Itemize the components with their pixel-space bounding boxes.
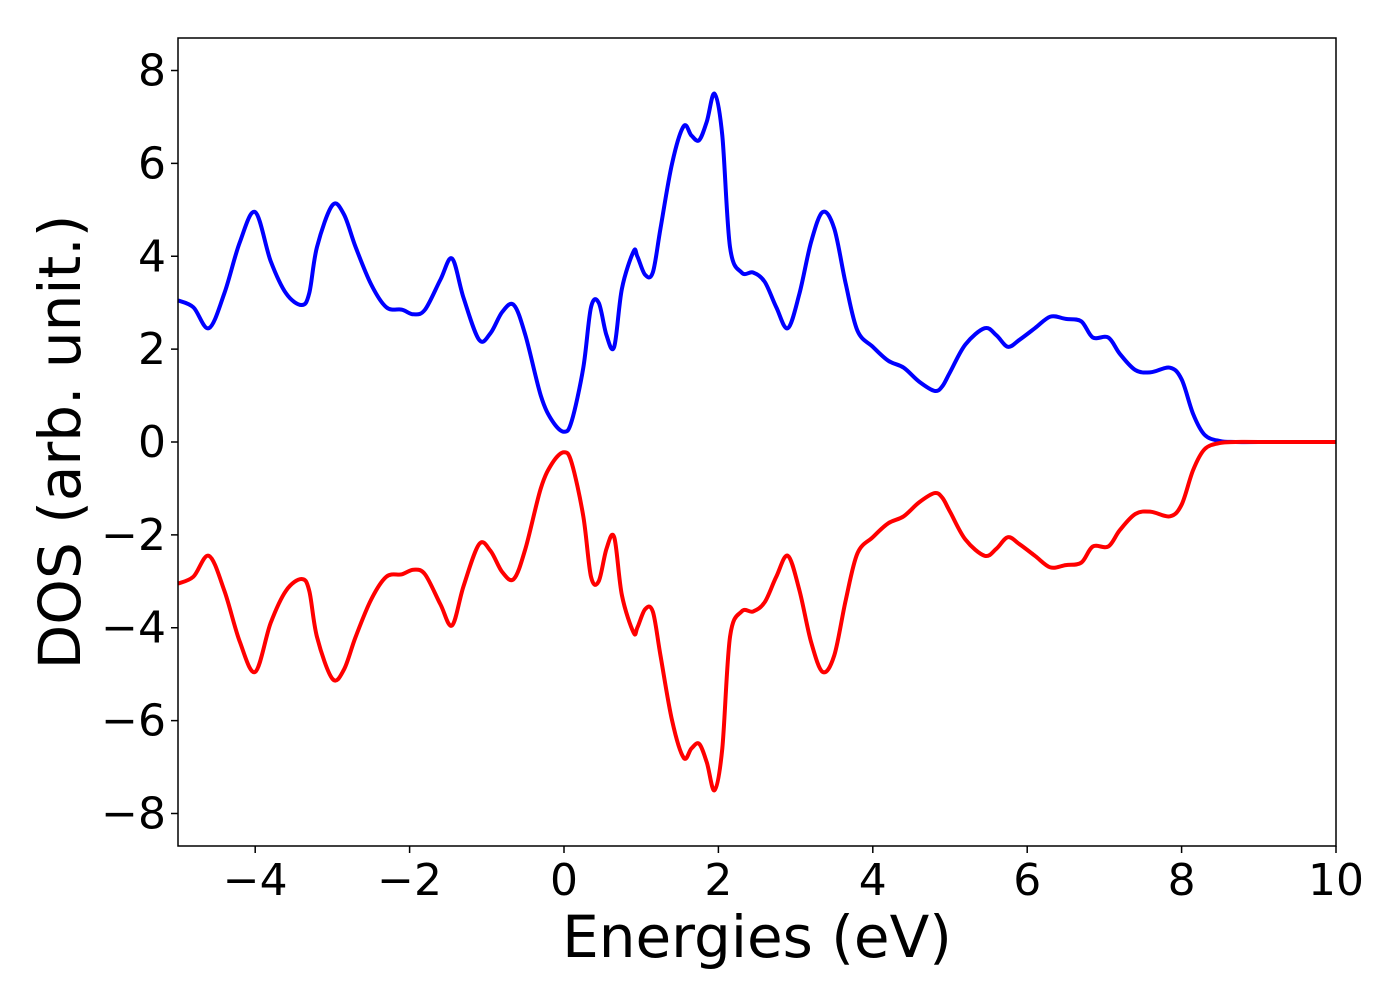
series-line-1 [177,91,1336,445]
x-tick-label: 0 [550,855,578,906]
y-tick-label: 0 [138,417,166,468]
y-tick-label: 4 [138,231,166,282]
y-tick-label: −4 [101,603,166,654]
x-tick-label: 10 [1308,855,1364,906]
series-line-2 [177,439,1336,793]
x-tick-label: 8 [1168,855,1196,906]
x-axis-label: Energies (eV) [562,903,952,971]
y-tick-label: 6 [138,138,166,189]
plot-frame [177,37,1337,847]
y-tick-label: 8 [138,46,166,97]
y-tick-label: −2 [101,510,166,561]
y-tick-label: −8 [101,788,166,839]
series-layer [177,91,1336,793]
x-axis: −4 −2 0 2 4 6 8 10 [223,846,1364,906]
x-tick-label: 6 [1013,855,1041,906]
y-axis: 8 6 4 2 0 −2 −4 −6 −8 [101,46,178,839]
y-tick-label: −6 [101,696,166,747]
x-tick-label: 4 [859,855,887,906]
y-axis-label: DOS (arb. unit.) [26,215,94,670]
x-tick-label: −2 [377,855,442,906]
y-tick-label: 2 [138,324,166,375]
x-tick-label: −4 [223,855,288,906]
x-tick-label: 2 [704,855,732,906]
